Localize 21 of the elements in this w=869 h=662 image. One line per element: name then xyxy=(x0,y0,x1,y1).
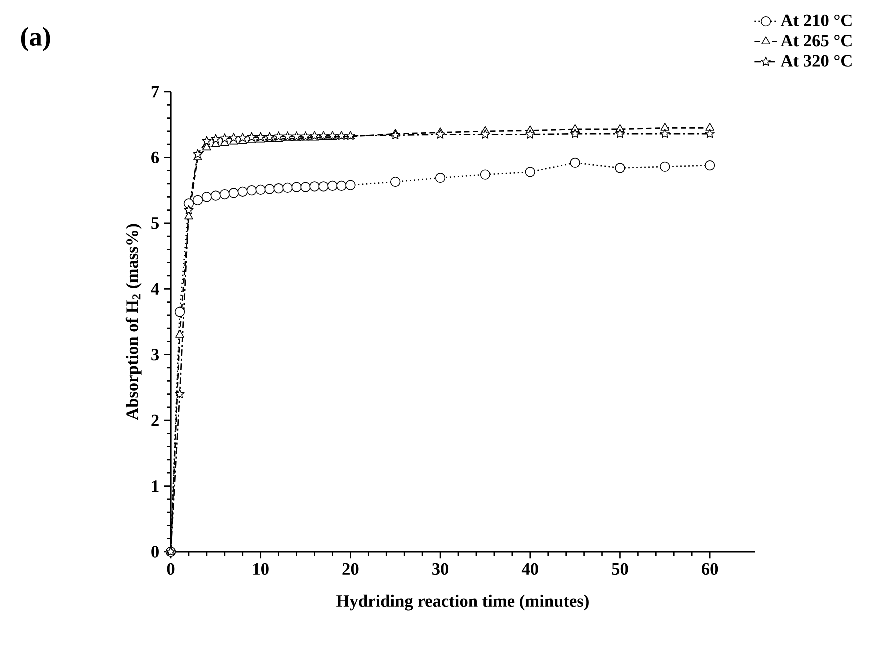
y-tick-label: 5 xyxy=(152,218,159,230)
x-tick-label: 40 xyxy=(522,563,538,576)
chart-title: (a) xyxy=(21,27,50,52)
legend-label: At 320 °C xyxy=(780,55,852,67)
x-tick-label: 10 xyxy=(254,563,269,576)
y-axis-title: Absorption of H$_{2}$ (mass%) xyxy=(126,224,142,420)
y-tick-label: 1 xyxy=(152,480,159,492)
y-tick-label: 4 xyxy=(151,283,160,295)
legend-label: At 210 °C xyxy=(780,14,852,27)
x-tick-label: 20 xyxy=(342,563,359,576)
x-tick-label: 50 xyxy=(612,563,628,576)
y-tick-label: 3 xyxy=(152,349,160,361)
legend-label: At 265 °C xyxy=(780,35,852,47)
x-tick-label: 30 xyxy=(432,563,449,576)
y-tick-label: 2 xyxy=(152,414,159,426)
x-tick-label: 0 xyxy=(167,563,175,576)
x-tick-label: 60 xyxy=(702,563,718,576)
x-axis-title: Hydriding reaction time (minutes) xyxy=(336,594,589,611)
y-tick-label: 6 xyxy=(152,152,160,164)
y-tick-label: 0 xyxy=(152,546,159,558)
y-tick-label: 7 xyxy=(152,86,160,98)
